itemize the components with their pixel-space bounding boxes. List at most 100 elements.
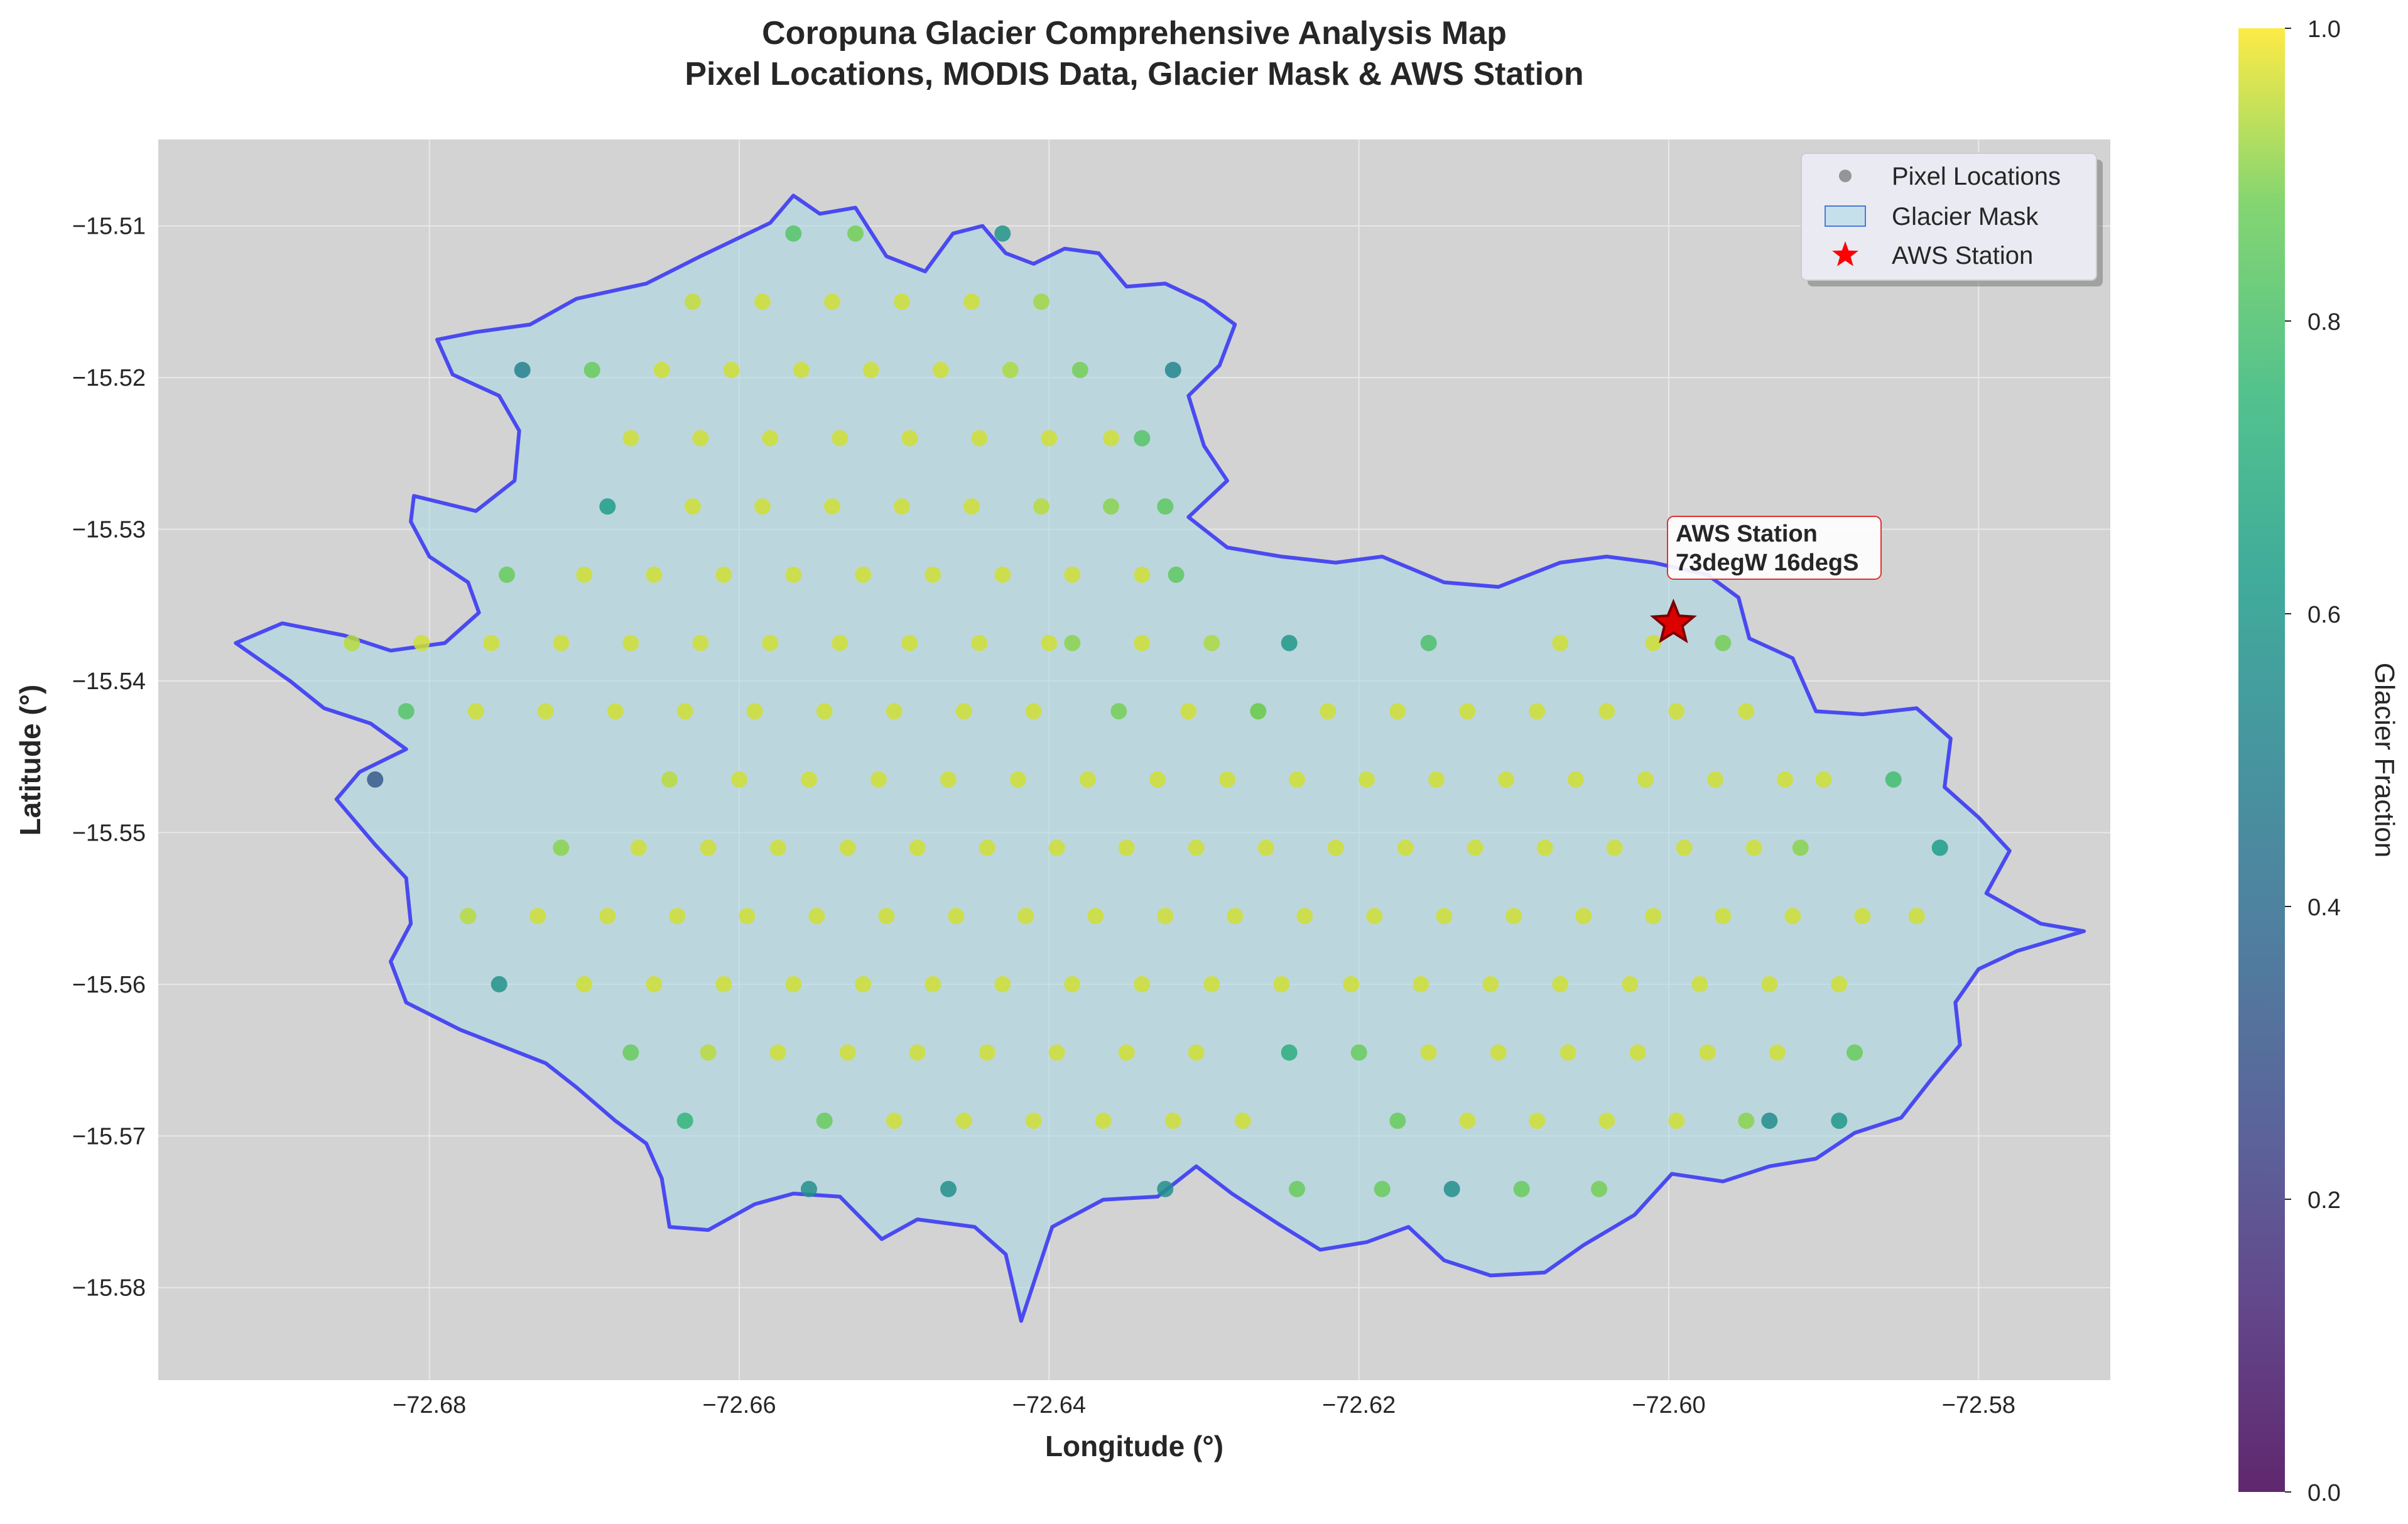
pixel-location-point	[1134, 566, 1151, 583]
pixel-location-point	[692, 634, 709, 651]
pixel-location-point	[630, 839, 647, 856]
pixel-location-point	[1374, 1180, 1391, 1197]
pixel-location-point	[1002, 362, 1019, 378]
pixel-location-point	[1095, 1113, 1112, 1129]
pixel-location-point	[553, 634, 570, 651]
pixel-location-point	[1831, 1113, 1848, 1129]
pixel-location-point	[1908, 908, 1925, 925]
pixel-location-point	[1157, 1180, 1174, 1197]
pixel-location-point	[762, 430, 779, 447]
aws-annotation-line2: 73degW 16degS	[1676, 550, 1858, 576]
pixel-location-point	[715, 566, 732, 583]
legend-pixel-label: Pixel Locations	[1892, 163, 2061, 190]
pixel-location-point	[971, 634, 988, 651]
pixel-location-point	[1536, 839, 1553, 856]
pixel-location-point	[1041, 430, 1058, 447]
pixel-location-point	[801, 771, 817, 788]
pixel-location-point	[994, 976, 1011, 993]
y-tick-label: −15.55	[72, 820, 146, 846]
pixel-location-point	[1250, 703, 1267, 720]
pixel-location-point	[1064, 634, 1081, 651]
pixel-location-point	[886, 1113, 903, 1129]
pixel-location-point	[1505, 908, 1522, 925]
pixel-location-point	[1033, 293, 1049, 310]
pixel-location-point	[1219, 771, 1235, 788]
pixel-location-point	[1784, 908, 1801, 925]
x-tick-label: −72.64	[1012, 1392, 1086, 1418]
pixel-location-point	[1010, 771, 1026, 788]
y-tick-label: −15.51	[72, 214, 146, 240]
pixel-location-point	[622, 430, 639, 447]
pixel-location-point	[1164, 1113, 1181, 1129]
pixel-location-point	[1080, 771, 1096, 788]
pixel-location-point	[994, 225, 1011, 242]
pixel-location-point	[1443, 1180, 1460, 1197]
pixel-location-point	[483, 634, 500, 651]
pixel-location-point	[901, 430, 918, 447]
pixel-location-point	[832, 634, 849, 651]
pixel-location-point	[1707, 771, 1723, 788]
pixel-location-point	[529, 908, 546, 925]
pixel-location-point	[1459, 1113, 1476, 1129]
pixel-location-point	[1559, 1044, 1576, 1061]
pixel-location-point	[413, 634, 430, 651]
pixel-location-point	[1118, 839, 1135, 856]
pixel-location-point	[646, 566, 663, 583]
pixel-location-point	[1149, 771, 1166, 788]
aws-annotation-line1: AWS Station	[1676, 521, 1818, 547]
pixel-location-point	[839, 839, 856, 856]
pixel-location-point	[862, 362, 879, 378]
pixel-location-point	[1482, 976, 1499, 993]
chart-title-line1: Coropuna Glacier Comprehensive Analysis …	[762, 15, 1507, 52]
aws-annotation: AWS Station 73degW 16degS	[1667, 516, 1882, 580]
pixel-location-point	[1575, 908, 1592, 925]
pixel-location-point	[676, 1113, 693, 1129]
pixel-location-point	[1629, 1044, 1646, 1061]
colorbar-tick-label: 0.0	[2308, 1480, 2341, 1506]
pixel-location-point	[955, 1113, 972, 1129]
pixel-location-point	[1203, 634, 1220, 651]
pixel-location-point	[1529, 703, 1546, 720]
pixel-location-point	[785, 225, 802, 242]
pixel-location-point	[754, 293, 771, 310]
pixel-location-point	[1134, 634, 1151, 651]
pixel-location-point	[700, 839, 717, 856]
pixel-location-point	[1552, 634, 1569, 651]
pixel-location-point	[1761, 976, 1778, 993]
y-tick-label: −15.54	[72, 668, 146, 695]
pixel-location-point	[1676, 839, 1693, 856]
legend-box	[1801, 153, 2097, 281]
pixel-location-point	[1459, 703, 1476, 720]
pixel-location-point	[1281, 634, 1298, 651]
pixel-location-point	[955, 703, 972, 720]
pixel-location-point	[1134, 430, 1151, 447]
pixel-location-point	[1327, 839, 1344, 856]
pixel-location-point	[1048, 1044, 1065, 1061]
x-tick-label: −72.62	[1322, 1392, 1396, 1418]
pixel-location-point	[1157, 908, 1174, 925]
pixel-location-point	[1087, 908, 1104, 925]
colorbar-tick-label: 0.4	[2308, 895, 2341, 921]
pixel-location-point	[754, 498, 771, 515]
pixel-location-point	[1234, 1113, 1251, 1129]
pixel-location-point	[940, 1180, 957, 1197]
pixel-location-point	[963, 498, 980, 515]
pixel-location-point	[1110, 703, 1127, 720]
pixel-location-point	[1691, 976, 1708, 993]
pixel-location-point	[1320, 703, 1337, 720]
colorbar-tick-label: 0.8	[2308, 309, 2341, 335]
pixel-location-point	[801, 1180, 817, 1197]
pixel-location-point	[1017, 908, 1034, 925]
pixel-location-point	[1366, 908, 1383, 925]
pixel-location-point	[1436, 908, 1453, 925]
pixel-location-point	[1668, 1113, 1685, 1129]
pixel-location-point	[901, 634, 918, 651]
pixel-location-point	[1048, 839, 1065, 856]
pixel-location-point	[1033, 498, 1049, 515]
pixel-location-point	[1738, 1113, 1755, 1129]
pixel-location-point	[769, 839, 786, 856]
colorbar-label: Glacier Fraction	[2369, 663, 2400, 858]
pixel-location-point	[1854, 908, 1871, 925]
pixel-location-point	[963, 293, 980, 310]
